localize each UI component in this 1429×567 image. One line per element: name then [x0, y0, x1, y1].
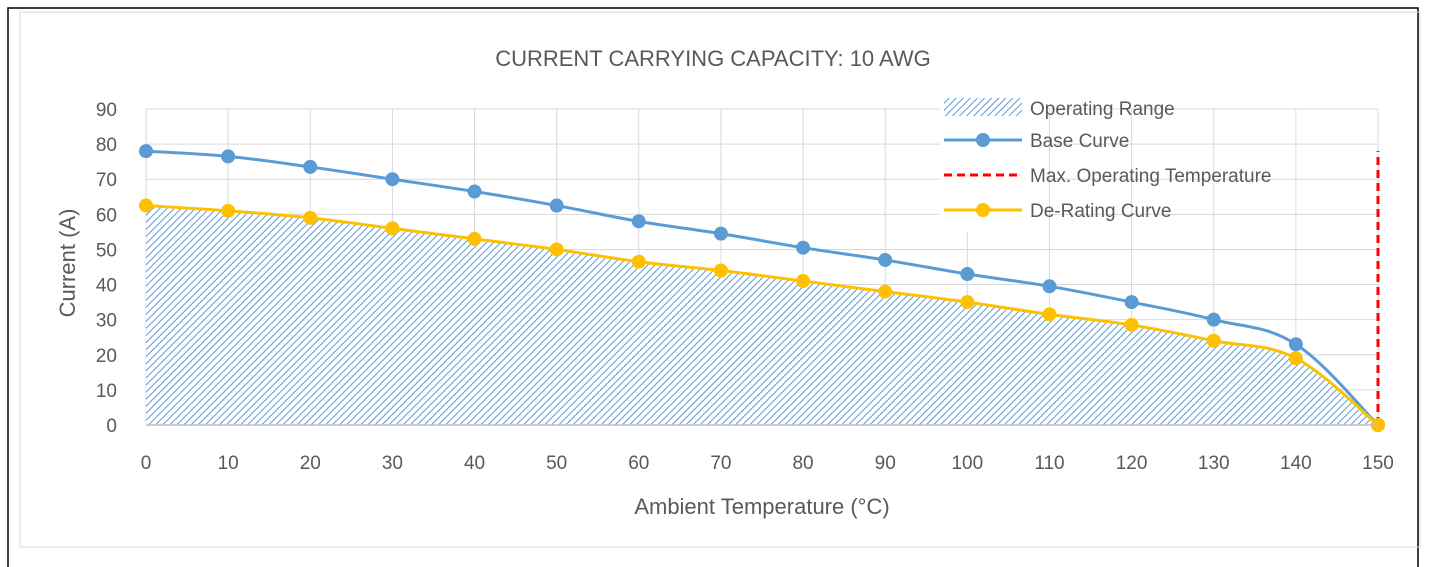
- point-de-rating-curve: [960, 295, 975, 310]
- x-tick-label: 120: [1116, 453, 1148, 474]
- chart-title: CURRENT CARRYING CAPACITY: 10 AWG: [495, 46, 931, 71]
- point-de-rating-curve: [385, 221, 400, 236]
- legend-swatch-operating-range: [944, 98, 1022, 116]
- point-de-rating-curve: [139, 198, 153, 213]
- point-base-curve: [1206, 312, 1221, 327]
- point-de-rating-curve: [713, 263, 728, 278]
- x-tick-label: 90: [875, 453, 896, 474]
- x-tick-label: 0: [141, 453, 152, 474]
- point-de-rating-curve: [631, 254, 646, 269]
- point-de-rating-curve: [303, 210, 318, 225]
- x-tick-label: 40: [464, 453, 485, 474]
- x-tick-label: 50: [546, 453, 567, 474]
- point-base-curve: [467, 184, 482, 199]
- point-de-rating-curve: [1042, 307, 1057, 322]
- operating-range-area: [146, 205, 1378, 425]
- y-tick-label: 70: [96, 170, 117, 191]
- y-tick-label: 30: [96, 311, 117, 332]
- legend-marker-base-curve: [976, 133, 990, 147]
- point-de-rating-curve: [878, 284, 893, 299]
- x-tick-label: 70: [710, 453, 731, 474]
- area-operating-range: [146, 205, 1378, 425]
- series-layer: [139, 144, 1385, 432]
- axes: 0 10 20 30 40 50 60 70 80 90 0 10 20 30 40 50 60 70 80 90 10…: [96, 100, 1394, 474]
- point-de-rating-curve: [796, 274, 811, 289]
- point-base-curve: [796, 240, 811, 255]
- point-base-curve: [960, 267, 975, 282]
- point-base-curve: [385, 172, 400, 187]
- x-tick-label: 150: [1362, 453, 1394, 474]
- y-tick-label: 10: [96, 381, 117, 402]
- y-tick-label: 50: [96, 240, 117, 261]
- series-line-base-curve: [145, 149, 1380, 427]
- chart-area-border: [19, 11, 1421, 548]
- point-base-curve: [221, 149, 236, 164]
- legend: Operating Range Base Curve Max. Operatin…: [940, 97, 1272, 232]
- y-tick-label: 0: [106, 416, 117, 437]
- point-base-curve: [1124, 295, 1139, 310]
- point-base-curve: [139, 144, 153, 159]
- y-tick-label: 90: [96, 100, 117, 121]
- point-base-curve: [549, 198, 564, 213]
- x-tick-label: 10: [218, 453, 239, 474]
- x-tick-label: 60: [628, 453, 649, 474]
- legend-label-max-operating-temperature: Max. Operating Temperature: [1030, 166, 1272, 187]
- legend-label-operating-range: Operating Range: [1030, 99, 1175, 120]
- x-tick-label: 20: [300, 453, 321, 474]
- point-base-curve: [631, 214, 646, 229]
- point-de-rating-curve: [549, 242, 564, 257]
- point-base-curve: [1288, 337, 1303, 352]
- series-line-de-rating-curve: [145, 204, 1379, 427]
- point-de-rating-curve: [1288, 351, 1303, 366]
- legend-marker-de-rating-curve: [976, 203, 990, 217]
- y-axis-title: Current (A): [55, 209, 80, 318]
- legend-label-base-curve: Base Curve: [1030, 131, 1129, 152]
- y-tick-label: 60: [96, 205, 117, 226]
- x-tick-label: 110: [1034, 453, 1064, 474]
- y-tick-label: 20: [96, 346, 117, 367]
- point-de-rating-curve: [221, 203, 236, 218]
- x-tick-label: 140: [1280, 453, 1312, 474]
- point-de-rating-curve: [1206, 333, 1221, 348]
- point-base-curve: [1042, 279, 1057, 294]
- point-base-curve: [713, 226, 728, 241]
- x-axis-title: Ambient Temperature (°C): [634, 494, 889, 519]
- y-tick-label: 80: [96, 135, 117, 156]
- point-base-curve: [303, 159, 318, 174]
- point-de-rating-curve: [1124, 317, 1139, 332]
- point-base-curve: [878, 252, 893, 267]
- y-tick-label: 40: [96, 276, 117, 297]
- x-tick-label: 100: [951, 453, 983, 474]
- point-de-rating-curve: [467, 231, 482, 246]
- x-tick-label: 80: [792, 453, 813, 474]
- x-tick-label: 30: [382, 453, 403, 474]
- legend-label-de-rating-curve: De-Rating Curve: [1030, 201, 1172, 222]
- x-tick-label: 130: [1198, 453, 1230, 474]
